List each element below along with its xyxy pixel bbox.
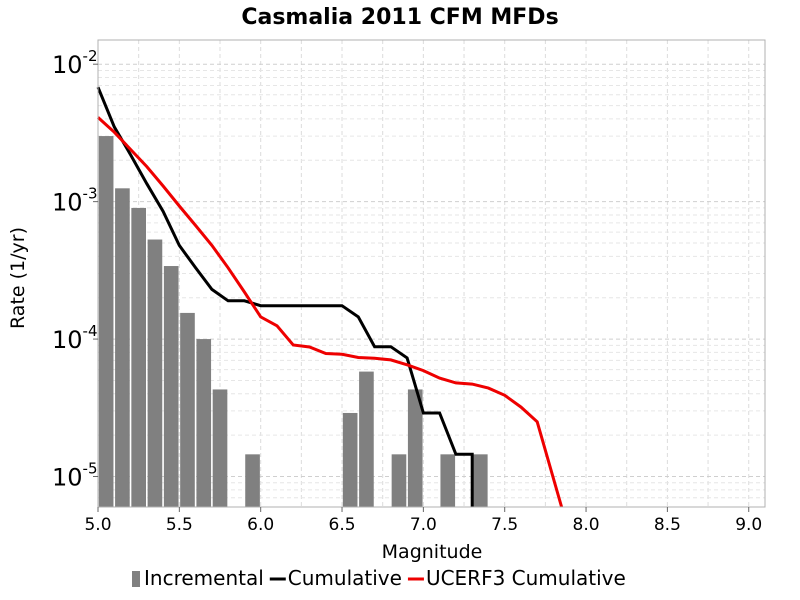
legend-label: Incremental (144, 566, 264, 590)
x-axis-ticks: 5.0 5.5 6.0 6.5 7.0 7.5 8.0 8.5 9.0 (84, 507, 762, 535)
y-tick-label: 10-4 (52, 322, 98, 354)
y-tick-label: 10-3 (52, 185, 98, 217)
incremental-bar (391, 454, 407, 507)
incremental-bar (407, 389, 423, 507)
incremental-bar (147, 239, 163, 507)
x-tick-label: 5.0 (84, 515, 111, 535)
x-tick-label: 8.5 (654, 515, 681, 535)
y-axis-ticks: 10-5 10-4 10-3 10-2 (52, 47, 98, 492)
legend-label: Cumulative (288, 566, 402, 590)
x-tick-label: 6.0 (247, 515, 274, 535)
x-axis-label: Magnitude (382, 541, 483, 563)
legend-label: UCERF3 Cumulative (426, 566, 626, 590)
ucerf3-cumulative-line (96, 116, 564, 508)
incremental-bar (180, 312, 195, 507)
incremental-bars (98, 136, 488, 507)
y-tick-label: 10-5 (52, 460, 98, 492)
series-lines (96, 86, 564, 508)
incremental-bar (212, 389, 228, 507)
legend: Incremental Cumulative UCERF3 Cumulative (132, 566, 626, 590)
legend-swatch-bar (132, 571, 140, 587)
x-tick-label: 7.5 (491, 515, 518, 535)
incremental-bar (163, 266, 179, 507)
y-axis-label: Rate (1/yr) (7, 227, 29, 329)
chart-title: Casmalia 2011 CFM MFDs (241, 5, 558, 30)
x-tick-label: 5.5 (166, 515, 193, 535)
x-tick-label: 8.0 (573, 515, 600, 535)
x-tick-label: 7.0 (410, 515, 437, 535)
incremental-bar (359, 371, 374, 507)
incremental-bar (196, 339, 212, 507)
incremental-bar (440, 454, 456, 507)
x-tick-label: 9.0 (735, 515, 762, 535)
grid-lines (97, 40, 765, 508)
y-tick-label: 10-2 (52, 47, 98, 79)
cumulative-line (96, 86, 474, 507)
incremental-bar (245, 454, 260, 507)
x-tick-label: 6.5 (329, 515, 356, 535)
incremental-bar (472, 454, 488, 507)
plot-border (97, 39, 766, 508)
incremental-bar (342, 412, 358, 507)
incremental-bar (131, 207, 146, 507)
incremental-bar (115, 188, 130, 507)
incremental-bar (98, 136, 114, 507)
